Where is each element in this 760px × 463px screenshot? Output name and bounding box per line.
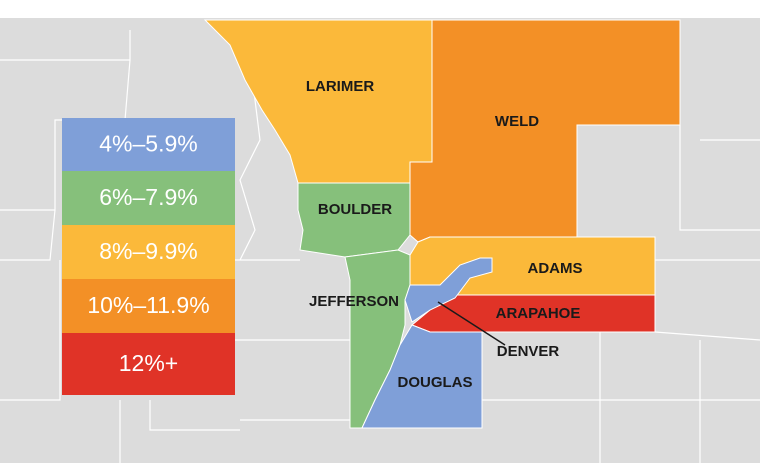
county-label: DOUGLAS (398, 374, 473, 391)
legend-label: 8%–9.9% (99, 238, 197, 264)
legend-swatch (62, 279, 235, 333)
county-shape (297, 182, 411, 258)
county-label: LARIMER (306, 78, 374, 95)
legend-label: 4%–5.9% (99, 131, 197, 157)
legend-label: 12%+ (119, 350, 178, 376)
county-label: WELD (495, 113, 539, 130)
legend-swatch (62, 118, 235, 171)
legend-swatch (62, 171, 235, 225)
county-label: BOULDER (318, 201, 392, 218)
county-label: ARAPAHOE (496, 305, 581, 322)
legend-label: 6%–7.9% (99, 184, 197, 210)
county-label: DENVER (497, 343, 560, 360)
leader-line (437, 301, 506, 346)
legend-swatch (62, 333, 235, 395)
background-borders (0, 30, 760, 463)
top-strip (0, 0, 760, 18)
legend-label: 10%–11.9% (87, 292, 209, 318)
county-label: ADAMS (528, 260, 583, 277)
county-label: JEFFERSON (309, 293, 399, 310)
county-shape (404, 257, 493, 323)
county-shape (361, 324, 483, 429)
legend-swatch (62, 225, 235, 279)
legend: 4%–5.9% 6%–7.9% 8%–9.9% 10%–11.9% 12%+ (62, 118, 235, 395)
counties (203, 19, 681, 429)
